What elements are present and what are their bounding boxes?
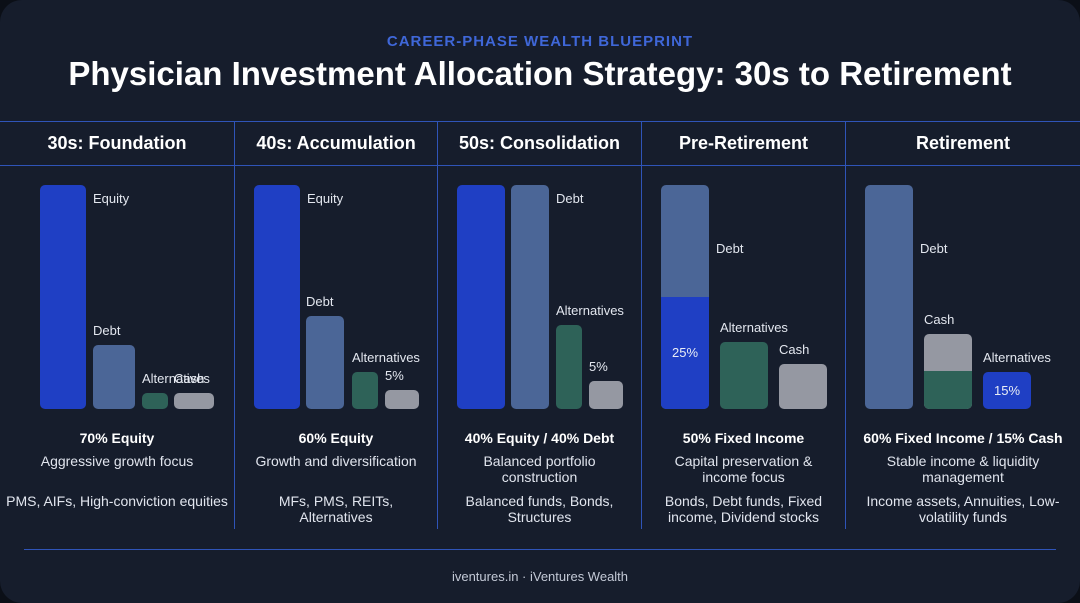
bar-label: Equity (93, 191, 130, 206)
phase-instruments: Balanced funds, Bonds, Structures (465, 493, 614, 525)
bar-alternatives (352, 372, 378, 409)
bar-alternatives (720, 342, 768, 409)
phase-column: 50s: ConsolidationEquityDebtAlternatives… (438, 121, 641, 529)
bar-alternatives (142, 393, 168, 409)
bar-label: Cash (924, 312, 955, 327)
footer-credit: iventures.in · iVentures Wealth (451, 569, 629, 584)
bar-equity (40, 185, 86, 409)
phase-instruments: Income assets, Annuities, Low-volatility… (866, 493, 1060, 525)
phase-column: 30s: Foundation Equity Debt Alternatives Cas… (0, 121, 234, 529)
bar-debt (865, 185, 913, 409)
phase-summary: 60% Equity (298, 430, 374, 446)
phase-header: 40s: Accumulation (256, 133, 416, 153)
phase-description: Stable income & liquidity management (886, 453, 1040, 485)
bar-label: Alternatives (142, 371, 210, 386)
phase-summary: 60% Fixed Income / 15% Cash (863, 430, 1063, 446)
phase-column: Pre-Retirement 25% Debt Alternatives Cash 50%… (642, 121, 845, 529)
bar-cash (779, 364, 827, 409)
column-divider (437, 121, 438, 529)
bar-label: Cash (174, 371, 205, 386)
phase-header: 30s: Foundation (47, 133, 187, 153)
bar-alternatives (983, 372, 1031, 409)
bar-alternatives (556, 325, 582, 409)
phase-description: Balanced portfolio construction (483, 453, 596, 485)
column-divider (845, 121, 846, 529)
bar-segment (661, 297, 709, 409)
phase-column: Retirement Debt Cash 15% Alternatives 60% Fix… (846, 121, 1080, 529)
phase-instruments: MFs, PMS, REITs, Alternatives (278, 493, 394, 525)
bar-equity (254, 185, 300, 409)
phase-header: 50s: Consolidation (458, 133, 620, 153)
bar-label: Alternatives (352, 350, 420, 365)
column-divider (641, 121, 642, 529)
bar-segment-label: 25% (671, 345, 699, 360)
bar-label: Cash (779, 342, 810, 357)
bar-cash (385, 390, 419, 409)
phase-header: Retirement (915, 133, 1011, 153)
footer-rule (24, 549, 1056, 550)
bar-label: Debt (93, 323, 121, 338)
phase-summary: 40% Equity / 40% Debt (464, 430, 615, 446)
bar-equity (457, 185, 505, 409)
phase-summary: 50% Fixed Income (682, 430, 805, 446)
eyebrow-label: CAREER-PHASE WEALTH BLUEPRINT (386, 33, 694, 50)
bar-label: Debt (556, 191, 584, 206)
bar-label: Debt (306, 294, 334, 309)
bar-cash (174, 393, 214, 409)
bar-label: 5% (385, 368, 404, 383)
phase-instruments: PMS, AIFs, High-conviction equities (6, 493, 228, 509)
bar-debt (306, 316, 344, 409)
bar-inner-label: 15% (993, 382, 1021, 398)
page-title: Physician Investment Allocation Strategy… (68, 55, 1012, 92)
bar-label: Alternatives (720, 320, 788, 335)
bar-label: Alternatives (556, 303, 624, 318)
bar-label: Debt (716, 241, 744, 256)
phase-column: 40s: Accumulation Equity Debt Alternatives 5… (235, 121, 437, 529)
phase-summary: 70% Equity (79, 430, 155, 446)
phase-description: Capital preservation & income focus (674, 453, 813, 485)
bar-debt (511, 185, 549, 409)
column-divider (234, 121, 235, 529)
bar-segment (924, 371, 972, 409)
phase-description: Aggressive growth focus (40, 453, 194, 469)
phase-header: Pre-Retirement (678, 133, 809, 153)
bar-label: 5% (589, 359, 608, 374)
bar-debt (93, 345, 135, 409)
table-top-rule (0, 121, 1080, 122)
header-bottom-rule (0, 165, 1080, 166)
phase-instruments: Bonds, Debt funds, Fixed income, Dividen… (664, 493, 823, 525)
bar-label: Alternatives (983, 350, 1051, 365)
phase-description: Growth and diversification (255, 453, 417, 469)
bar-cash (589, 381, 623, 409)
bar-label: Equity (307, 191, 344, 206)
bar-label: Debt (920, 241, 948, 256)
